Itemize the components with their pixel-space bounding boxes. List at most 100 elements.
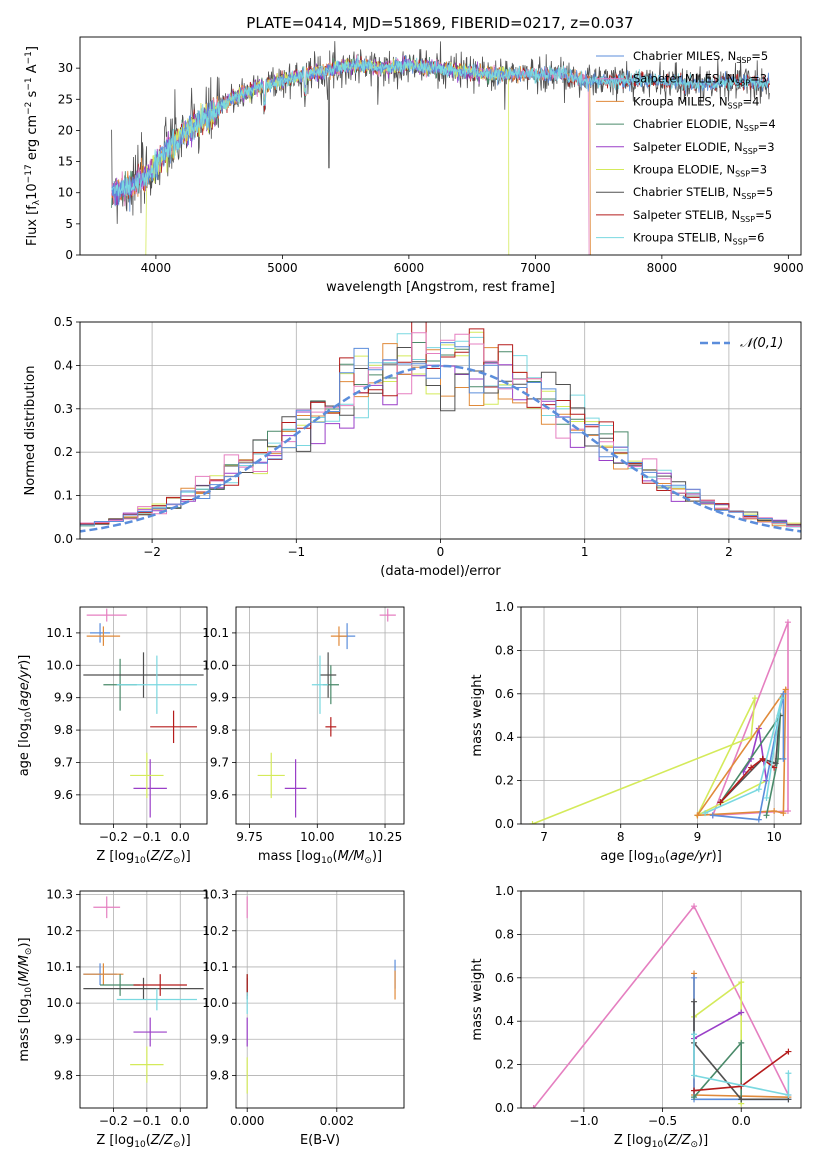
x-tick-label: 5000: [267, 261, 298, 275]
label-part: )]: [698, 1133, 708, 1148]
legend-count: =5: [751, 49, 768, 63]
mass-weight-series-line: [532, 697, 767, 824]
data-point-marker: [738, 1096, 745, 1103]
spectrum-series-line: [111, 55, 770, 197]
legend-sub: SSP: [741, 192, 756, 201]
label-part: Z/Z: [150, 849, 174, 864]
y-tick-label: 0.4: [495, 1014, 514, 1028]
x-tick-label: −0.1: [132, 1114, 161, 1128]
label-part: age/yr: [17, 663, 32, 706]
y-tick-label: 5: [65, 217, 73, 231]
x-tick-label: 9: [694, 830, 702, 844]
plot-area: [83, 896, 204, 1083]
label-part: Z [log: [614, 1133, 652, 1148]
y-tick-label: 1.0: [495, 884, 514, 898]
y-tick-label: 10.0: [46, 996, 73, 1010]
label-part: Normed distribution: [23, 366, 38, 496]
label-part: )]: [17, 655, 32, 665]
x-tick-label: 6000: [394, 261, 425, 275]
label-part: (: [146, 1133, 151, 1148]
x-tick-label: 10.00: [300, 830, 334, 844]
legend-count: =5: [755, 208, 772, 222]
legend-model: Salpeter MILES, N: [633, 72, 735, 86]
legend-model: Kroupa MILES, N: [633, 94, 728, 108]
spectrum-series-line: [111, 58, 591, 255]
legend-label: Chabrier MILES, NSSP=5: [633, 49, 768, 65]
legend-model: Salpeter ELODIE, N: [633, 140, 743, 154]
y-axis-label: Normed distribution: [23, 366, 38, 496]
mass-weight-series-line: [712, 621, 789, 817]
mass-weight-series-line: [693, 980, 742, 1104]
y-tick-label: 0.6: [495, 687, 514, 701]
axes-frame: [235, 890, 405, 1109]
data-point-marker: [759, 755, 766, 762]
data-point-marker: [751, 695, 758, 702]
label-part: Flux [f: [25, 205, 40, 246]
y-tick-label: 9.8: [210, 723, 229, 737]
data-point-marker: [691, 1087, 698, 1094]
axes-frame: [79, 36, 802, 256]
data-point-marker: [780, 690, 787, 697]
mass-weight-series-line: [693, 1001, 789, 1101]
data-point-marker: [529, 821, 536, 824]
x-tick-label: −0.1: [132, 830, 161, 844]
axes-frame: [79, 321, 802, 540]
x-tick-label: 1: [581, 545, 589, 559]
x-tick-label: 10: [767, 830, 782, 844]
y-tick-label: 10.0: [202, 658, 229, 672]
y-tick-label: 10.3: [202, 888, 229, 902]
legend-label: Salpeter MILES, NSSP=3: [633, 72, 767, 88]
y-tick-label: 0.6: [495, 971, 514, 985]
y-tick-label: 0: [65, 248, 73, 262]
legend-label: Chabrier ELODIE, NSSP=4: [633, 117, 776, 133]
label-part: A: [25, 64, 40, 77]
x-axis-label: (data-model)/error: [380, 564, 501, 579]
plot-area: [83, 608, 204, 818]
data-point-marker: [785, 1070, 792, 1077]
label-part: (: [665, 849, 670, 864]
legend-sub: SSP: [743, 147, 758, 156]
mass-weight-series-line: [532, 904, 790, 1108]
y-tick-label: 1.0: [495, 600, 514, 614]
y-tick-label: 0.0: [495, 1101, 514, 1115]
label-part: mass weight: [470, 958, 485, 1040]
label-part: age [log: [17, 723, 32, 776]
x-axis-label: Z [log10(Z/Z⊙)]: [96, 1133, 190, 1150]
y-tick-label: 10.2: [202, 924, 229, 938]
label-part: Z/Z: [667, 1133, 691, 1148]
data-point-marker: [755, 816, 762, 823]
y-tick-label: 15: [58, 155, 73, 169]
label-part: −17: [24, 164, 34, 183]
x-axis-label: Z [log10(Z/Z⊙)]: [614, 1133, 708, 1150]
label-part: −1: [24, 51, 34, 64]
data-point-marker: [691, 1072, 698, 1079]
data-point-marker: [709, 812, 716, 819]
y-axis-label: mass [log10(M/M⊙)]: [17, 937, 34, 1061]
y-tick-label: 0.4: [495, 730, 514, 744]
y-tick-label: 10.1: [202, 960, 229, 974]
x-tick-label: −1.0: [569, 1114, 598, 1128]
y-tick-label: 0.0: [54, 532, 73, 546]
spectrum-series-line: [111, 41, 770, 224]
axes-frame: [520, 890, 802, 1109]
legend-label: Kroupa STELIB, NSSP=6: [633, 231, 764, 247]
legend-sub: SSP: [735, 79, 750, 88]
x-axis-label: wavelength [Angstrom, rest frame]: [326, 280, 555, 295]
label-part: )]: [181, 1133, 191, 1148]
mass-vs-ebv-panel: 0.000 0.002 9.8 9.9 10.0 10.1 10.2 10.3 E(B-V): [202, 888, 405, 1148]
label-part: ⊙: [690, 1140, 698, 1150]
y-tick-label: 0.5: [54, 315, 73, 329]
data-point-marker: [771, 764, 778, 771]
label-part: M/M: [17, 955, 32, 982]
plot-area: [111, 41, 770, 255]
mass-weight-vs-metallicity-panel: −1.0 −0.5 0.0 0.0 0.2 0.4 0.6 0.8 1.0 mass weight…: [470, 884, 802, 1150]
spectrum-series-line: [111, 54, 590, 255]
label-part: 10: [653, 856, 665, 866]
legend-count: =5: [756, 185, 773, 199]
label-part: ⊙: [173, 856, 181, 866]
data-point-marker: [755, 786, 762, 793]
label-part: −2: [24, 102, 34, 115]
label-part: λ: [32, 199, 42, 205]
label-part: s: [25, 90, 40, 101]
